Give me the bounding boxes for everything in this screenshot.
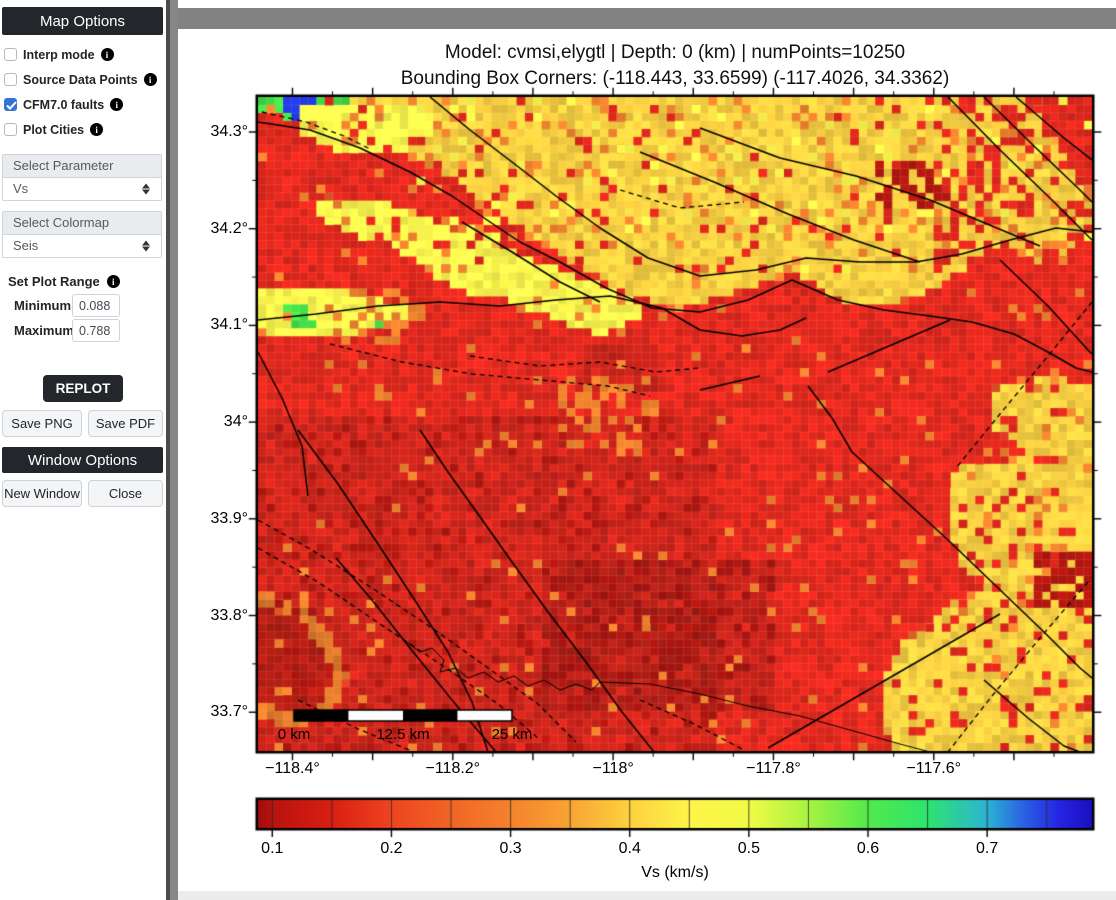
colorbar-title: Vs (km/s) <box>641 864 709 881</box>
parameter-select-label: Select Parameter <box>3 155 161 178</box>
cfm-faults-checkbox[interactable] <box>4 98 17 111</box>
source-data-points-checkbox[interactable] <box>4 73 17 86</box>
interp-mode-checkbox[interactable] <box>4 48 17 61</box>
checkbox-row-source-data-points[interactable]: Source Data Points i <box>4 72 157 87</box>
window-top-bar <box>178 8 1116 29</box>
colorbar-tick-label: 0.7 <box>976 840 999 857</box>
x-tick-label: −118.2° <box>425 760 481 777</box>
sidebar: Map Options Interp mode i Source Data Po… <box>0 0 166 900</box>
source-data-points-label: Source Data Points <box>23 72 138 87</box>
plot-cities-label: Plot Cities <box>23 122 85 137</box>
map-title-line1: Model: cvmsi,elygtl | Depth: 0 (km) | nu… <box>444 42 906 63</box>
map-options-header: Map Options <box>2 7 163 35</box>
scalebar-label: 25 km <box>491 726 533 743</box>
check-icon <box>6 101 17 110</box>
save-pdf-button[interactable]: Save PDF <box>88 410 163 437</box>
minimum-input[interactable] <box>72 294 120 317</box>
x-tick-label: −118° <box>592 760 634 777</box>
interp-mode-label: Interp mode <box>23 47 95 62</box>
info-icon[interactable]: i <box>143 73 157 86</box>
colorbar-tick-label: 0.5 <box>737 840 760 857</box>
parameter-select[interactable]: Vs <box>3 178 161 200</box>
updown-arrows-icon <box>142 240 151 252</box>
y-tick-label: 34° <box>223 413 248 431</box>
maximum-row: Maximum <box>14 319 120 342</box>
colorbar-tick-label: 0.4 <box>618 840 641 857</box>
colormap-select-panel: Select Colormap Seis <box>2 211 162 258</box>
updown-arrows-icon <box>142 183 151 195</box>
colormap-select-value: Seis <box>13 238 39 253</box>
window-options-header: Window Options <box>2 447 163 473</box>
parameter-select-value: Vs <box>13 181 29 196</box>
checkbox-row-cfm-faults[interactable]: CFM7.0 faults i <box>4 97 124 112</box>
x-tick-label: −117.6° <box>906 760 962 777</box>
close-button[interactable]: Close <box>88 480 163 507</box>
minimum-row: Minimum <box>14 294 120 317</box>
checkbox-row-interp-mode[interactable]: Interp mode i <box>4 47 114 62</box>
x-tick-label: −118.4° <box>265 760 320 777</box>
colormap-select-label: Select Colormap <box>3 212 161 235</box>
save-png-button[interactable]: Save PNG <box>2 410 82 437</box>
x-tick-label: −117.8° <box>746 760 801 777</box>
info-icon[interactable]: i <box>90 123 104 136</box>
y-tick-label: 33.7° <box>210 703 248 721</box>
plot-cities-checkbox[interactable] <box>4 123 17 136</box>
colorbar-tick-label: 0.1 <box>261 840 284 857</box>
y-tick-label: 33.8° <box>210 606 248 624</box>
parameter-select-panel: Select Parameter Vs <box>2 154 162 201</box>
map-title-line2: Bounding Box Corners: (-118.443, 33.6599… <box>400 68 950 89</box>
colorbar-tick-label: 0.6 <box>856 840 880 857</box>
window-left-border <box>170 0 178 900</box>
maximum-input[interactable] <box>72 319 120 342</box>
colorbar-tick-label: 0.3 <box>499 840 522 857</box>
replot-button[interactable]: REPLOT <box>43 375 123 402</box>
colormap-select[interactable]: Seis <box>3 235 161 257</box>
new-window-button[interactable]: New Window <box>2 480 82 507</box>
y-tick-label: 34.3° <box>210 123 248 140</box>
minimum-label: Minimum <box>14 298 72 313</box>
info-icon[interactable]: i <box>106 275 120 288</box>
scalebar-label: 0 km <box>277 726 311 743</box>
window-bottom-strip <box>178 891 1116 900</box>
cfm-faults-label: CFM7.0 faults <box>23 97 105 112</box>
colorbar-tick-label: 0.2 <box>380 840 403 857</box>
info-icon[interactable]: i <box>100 48 114 61</box>
scalebar-label: 12.5 km <box>376 726 430 743</box>
y-tick-label: 34.1° <box>210 316 248 334</box>
y-tick-label: 34.2° <box>210 219 248 237</box>
set-plot-range-title: Set Plot Range i <box>8 274 120 289</box>
sidebar-divider <box>166 0 170 900</box>
y-tick-label: 33.9° <box>210 509 248 527</box>
maximum-label: Maximum <box>14 323 74 338</box>
info-icon[interactable]: i <box>110 98 124 111</box>
set-plot-range-text: Set Plot Range <box>8 274 100 289</box>
checkbox-row-plot-cities[interactable]: Plot Cities i <box>4 122 104 137</box>
